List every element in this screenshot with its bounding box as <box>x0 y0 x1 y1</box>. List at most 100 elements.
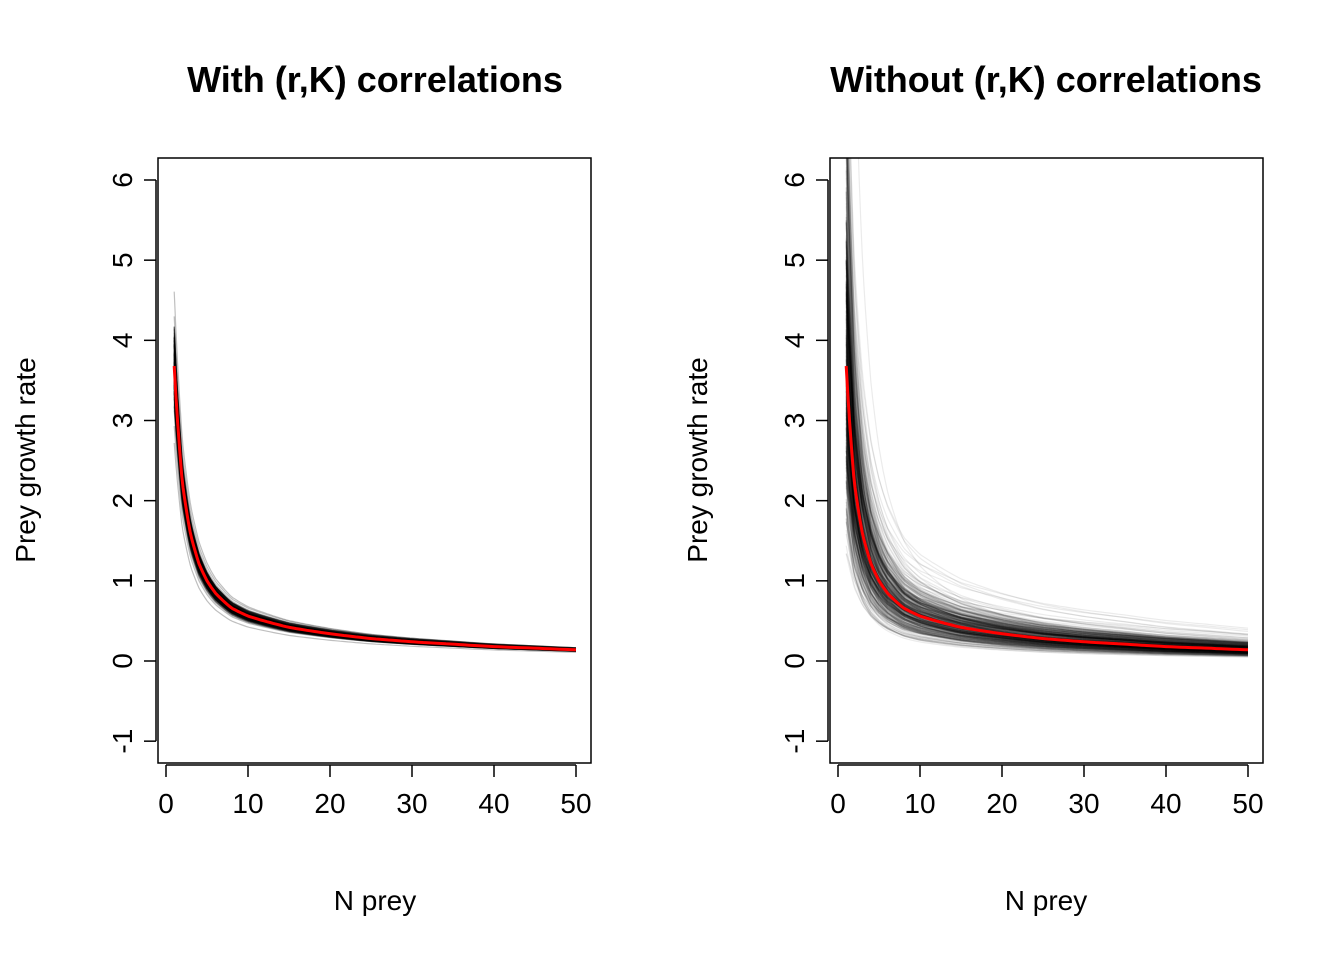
sample-curve <box>845 358 1249 653</box>
sample-curve <box>845 291 1249 649</box>
sample-curve <box>845 379 1249 644</box>
sample-curve <box>845 417 1249 643</box>
sample-curve <box>845 260 1249 648</box>
sample-curve <box>847 158 1249 650</box>
sample-curve <box>845 428 1249 653</box>
sample-curve <box>845 286 1249 639</box>
y-tick-label: 3 <box>107 413 138 429</box>
sample-curve <box>845 425 1249 654</box>
sample-curve <box>845 428 1249 653</box>
sample-curve <box>845 344 1249 643</box>
sample-curve <box>845 349 1249 647</box>
sample-curve <box>845 187 1249 647</box>
panel-with-correlations: With (r,K) correlations N prey Prey grow… <box>10 59 592 916</box>
sample-curve <box>845 241 1249 649</box>
sample-curve <box>845 300 1249 656</box>
sample-curve <box>845 290 1249 654</box>
sample-curve <box>845 447 1249 655</box>
sample-curve <box>173 352 577 649</box>
sample-curve <box>845 464 1249 655</box>
plot-area <box>172 291 577 653</box>
sample-curve <box>845 337 1249 643</box>
sample-curve <box>845 221 1249 645</box>
sample-curve <box>845 291 1249 653</box>
sample-curve <box>847 158 1249 644</box>
sample-curve <box>845 407 1249 652</box>
sample-curve <box>845 431 1249 647</box>
sample-curve <box>845 427 1249 652</box>
sample-curve <box>845 412 1249 652</box>
sample-curve <box>845 355 1249 657</box>
sample-curve <box>845 407 1249 654</box>
sample-curve <box>173 346 577 650</box>
sample-curve <box>846 158 1249 650</box>
sample-curve <box>845 459 1249 647</box>
sample-curve <box>845 482 1249 655</box>
sample-curve <box>845 447 1249 656</box>
sample-curve <box>845 292 1249 646</box>
sample-curve <box>845 452 1249 652</box>
sample-curve <box>847 158 1249 644</box>
sample-curve <box>173 291 577 649</box>
y-tick-label: 2 <box>779 493 810 509</box>
sample-curve <box>857 158 1249 648</box>
sample-curve <box>845 403 1249 653</box>
sample-curve <box>845 259 1249 648</box>
sample-curve <box>846 158 1249 646</box>
sample-curve <box>845 458 1249 647</box>
y-axis-label: Prey growth rate <box>10 357 41 562</box>
sample-curve <box>850 158 1249 645</box>
sample-curve <box>845 467 1249 657</box>
y-axis-label: Prey growth rate <box>682 357 713 562</box>
x-tick-label: 10 <box>232 788 263 819</box>
sample-curve <box>845 368 1249 653</box>
sample-curve <box>845 390 1249 653</box>
sample-curve <box>173 354 577 649</box>
sample-curve <box>845 216 1249 644</box>
sample-curve <box>845 362 1249 640</box>
x-tick-label: 30 <box>1068 788 1099 819</box>
y-tick-label: 6 <box>779 172 810 188</box>
sample-curve <box>845 499 1249 653</box>
y-tick-label: 5 <box>107 252 138 268</box>
y-tick-label: 1 <box>779 573 810 589</box>
chart-title: Without (r,K) correlations <box>830 59 1262 100</box>
sample-curve <box>849 158 1249 645</box>
sample-curve <box>845 282 1249 648</box>
sample-curve <box>845 533 1249 653</box>
sample-curve <box>845 384 1249 652</box>
sample-curve <box>845 342 1249 649</box>
y-tick-label: 3 <box>779 413 810 429</box>
sample-curve <box>845 237 1249 647</box>
sample-curve <box>845 259 1249 648</box>
sample-curve <box>845 220 1249 647</box>
x-tick-label: 20 <box>986 788 1017 819</box>
y-tick-label: 4 <box>779 333 810 349</box>
sample-curve <box>845 479 1249 653</box>
sample-curve <box>173 426 577 652</box>
sample-curve <box>845 265 1249 649</box>
sample-curve <box>845 434 1249 652</box>
sample-curve <box>173 326 577 651</box>
sample-curve <box>845 275 1249 648</box>
sample-curve <box>845 465 1249 655</box>
sample-curve <box>173 385 577 652</box>
panel-without-correlations: Without (r,K) correlations N prey Prey g… <box>682 59 1264 916</box>
sample-curve <box>845 291 1249 648</box>
sample-curve <box>845 401 1249 653</box>
x-tick-label: 40 <box>1150 788 1181 819</box>
sample-curve <box>845 367 1249 648</box>
sample-curve <box>845 261 1249 647</box>
sample-curve <box>845 274 1249 647</box>
sample-curve <box>845 319 1249 643</box>
sample-curve <box>845 287 1249 642</box>
sample-curve <box>845 283 1249 649</box>
sample-curve <box>845 480 1249 653</box>
sample-curve <box>846 158 1249 650</box>
sample-curve <box>845 477 1249 653</box>
sample-curve <box>845 504 1249 657</box>
sample-curve <box>845 428 1249 654</box>
sample-curve <box>845 374 1249 653</box>
sample-curve <box>845 365 1249 644</box>
sample-curve <box>173 396 577 652</box>
